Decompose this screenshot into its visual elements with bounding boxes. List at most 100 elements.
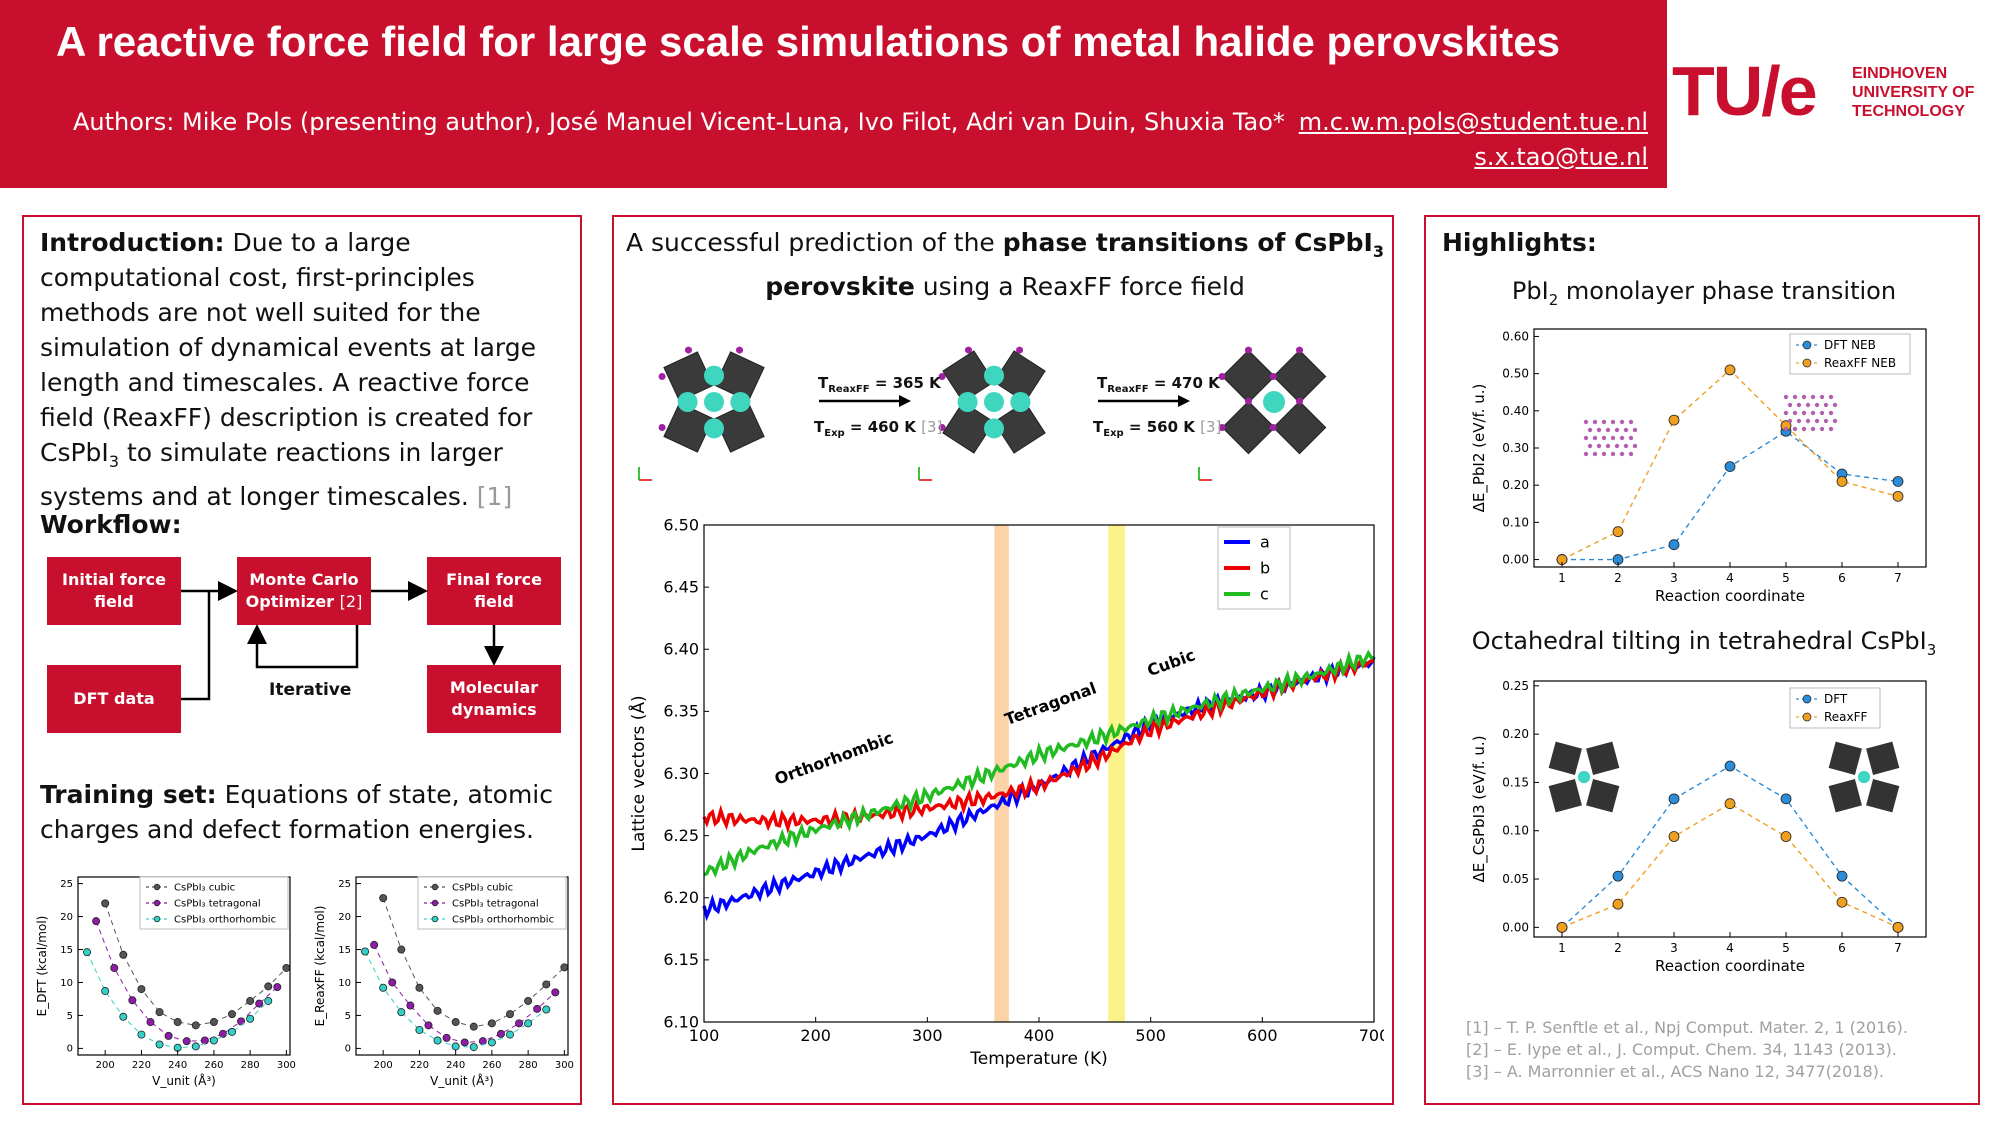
- cs-atom: [1010, 392, 1031, 412]
- data-point: [379, 983, 388, 992]
- legend-label: DFT: [1824, 692, 1848, 706]
- logo-line-2: UNIVERSITY OF: [1852, 84, 1975, 101]
- data-point: [1556, 921, 1568, 933]
- pbi6-octahedron: [663, 402, 714, 453]
- y-tick-label: 6.40: [663, 640, 699, 659]
- data-point: [173, 1018, 182, 1027]
- structure-atom: [1783, 394, 1789, 400]
- x-tick-label: 260: [482, 1060, 501, 1071]
- x-tick-label: 1: [1558, 941, 1566, 955]
- middle-heading-d: using a ReaxFF force field: [914, 272, 1245, 301]
- x-tick-label: 200: [374, 1060, 393, 1071]
- structure-atom: [1583, 451, 1589, 457]
- data-point: [146, 1018, 155, 1027]
- structure-atom: [1832, 402, 1838, 408]
- structure-atom: [1801, 426, 1807, 432]
- wf-iterative-label: Iterative: [269, 680, 352, 700]
- x-axis-label: Temperature (K): [969, 1049, 1108, 1069]
- series-line-c: [703, 649, 1375, 878]
- data-point: [1780, 831, 1792, 842]
- pbi2-title-sub: 2: [1548, 290, 1559, 309]
- data-point: [209, 1018, 218, 1027]
- data-point: [433, 1006, 442, 1015]
- data-point: [469, 1022, 478, 1031]
- y-tick-label: 10: [60, 978, 73, 989]
- structure-atom: [1601, 451, 1607, 457]
- data-point: [542, 1005, 551, 1014]
- x-tick-label: 3: [1670, 941, 1678, 955]
- structure-atom: [1610, 419, 1616, 425]
- structure-atom: [1805, 402, 1811, 408]
- x-tick-label: 4: [1726, 941, 1734, 955]
- structure-atom: [1628, 451, 1634, 457]
- y-tick-label: 0.60: [1502, 329, 1529, 343]
- legend-marker: [431, 899, 439, 907]
- legend-marker: [1802, 694, 1812, 704]
- structure-atom: [1792, 426, 1798, 432]
- structure-atom: [1610, 435, 1616, 441]
- structure-atom: [1601, 435, 1607, 441]
- x-tick-label: 200: [800, 1026, 831, 1045]
- octa-title: Octahedral tilting in tetrahedral CsPbI3: [1426, 627, 1982, 659]
- data-point: [200, 1036, 209, 1045]
- t2-reaxff-t: T: [1097, 374, 1108, 392]
- transition-arrowhead-2: [1178, 395, 1190, 407]
- authors-line: Authors: Mike Pols (presenting author), …: [73, 108, 1285, 136]
- email-link-2[interactable]: s.x.tao@tue.nl: [1474, 143, 1648, 171]
- structure-atom: [1614, 443, 1620, 449]
- phase-structures: [638, 346, 1327, 481]
- series-line-b: [702, 657, 1375, 834]
- data-point: [1836, 896, 1848, 908]
- data-point: [228, 1010, 237, 1019]
- structure-atom: [1783, 410, 1789, 416]
- data-point: [469, 1043, 478, 1052]
- wf-initial-force-field: Initial force field: [47, 557, 181, 625]
- structure-atom: [1810, 394, 1816, 400]
- training-label: Training set:: [40, 780, 217, 809]
- intro-ref: [1]: [476, 482, 513, 511]
- email-link-1[interactable]: m.c.w.m.pols@student.tue.nl: [1298, 108, 1648, 136]
- structure-atom: [1632, 427, 1638, 433]
- pbi6-octahedron: [1272, 400, 1327, 455]
- t2-ref: [3]: [1200, 418, 1222, 436]
- legend-marker: [153, 883, 161, 891]
- cs-atom: [957, 392, 978, 412]
- legend-marker: [153, 915, 161, 923]
- legend-marker: [431, 915, 439, 923]
- x-tick-label: 220: [410, 1060, 429, 1071]
- y-tick-label: 20: [60, 912, 73, 923]
- data-point: [1668, 793, 1680, 805]
- intro-text: Due to a large computational cost, first…: [40, 228, 536, 467]
- references: [1] – T. P. Senftle et al., Npj Comput. …: [1466, 1017, 1908, 1083]
- y-tick-label: 0.30: [1502, 441, 1529, 455]
- intro-label: Introduction:: [40, 228, 225, 257]
- logo-line-1: EINDHOVEN: [1852, 65, 1948, 82]
- structure-atom: [1832, 418, 1838, 424]
- data-point: [119, 950, 128, 959]
- y-tick-label: 5: [67, 1011, 73, 1022]
- transition-band: [1108, 525, 1125, 1022]
- structure-atom: [1823, 402, 1829, 408]
- t2-reaxff-sub: ReaxFF: [1107, 384, 1149, 395]
- structure-atom: [1819, 394, 1825, 400]
- structure-atom: [1628, 419, 1634, 425]
- wf-molecular-dynamics: Molecular dynamics: [427, 665, 561, 733]
- right-panel: Highlights: PbI2 monolayer phase transit…: [1424, 215, 1980, 1105]
- data-point: [83, 948, 92, 957]
- pbi2-title-a: PbI: [1511, 277, 1549, 305]
- iodine-atom: [658, 372, 666, 380]
- data-point: [442, 1033, 451, 1042]
- data-point: [1892, 476, 1904, 487]
- transition-arrowhead-1: [899, 395, 911, 407]
- pbi6-octahedron: [714, 402, 765, 453]
- data-point: [533, 1004, 542, 1013]
- data-point: [228, 1027, 237, 1036]
- structure-atom: [1819, 426, 1825, 432]
- t1-reaxff-t: T: [818, 374, 829, 392]
- structure-atom: [1810, 410, 1816, 416]
- data-point: [406, 1001, 415, 1010]
- eos-dft-chart: 200 220 240 260 280 300 0 5 10 15 20 25 V_unit (Å³) E…: [35, 876, 296, 1088]
- t2-exp-sub: Exp: [1103, 428, 1124, 439]
- structure-cubic: [1198, 346, 1327, 481]
- x-tick-label: 2: [1614, 571, 1622, 585]
